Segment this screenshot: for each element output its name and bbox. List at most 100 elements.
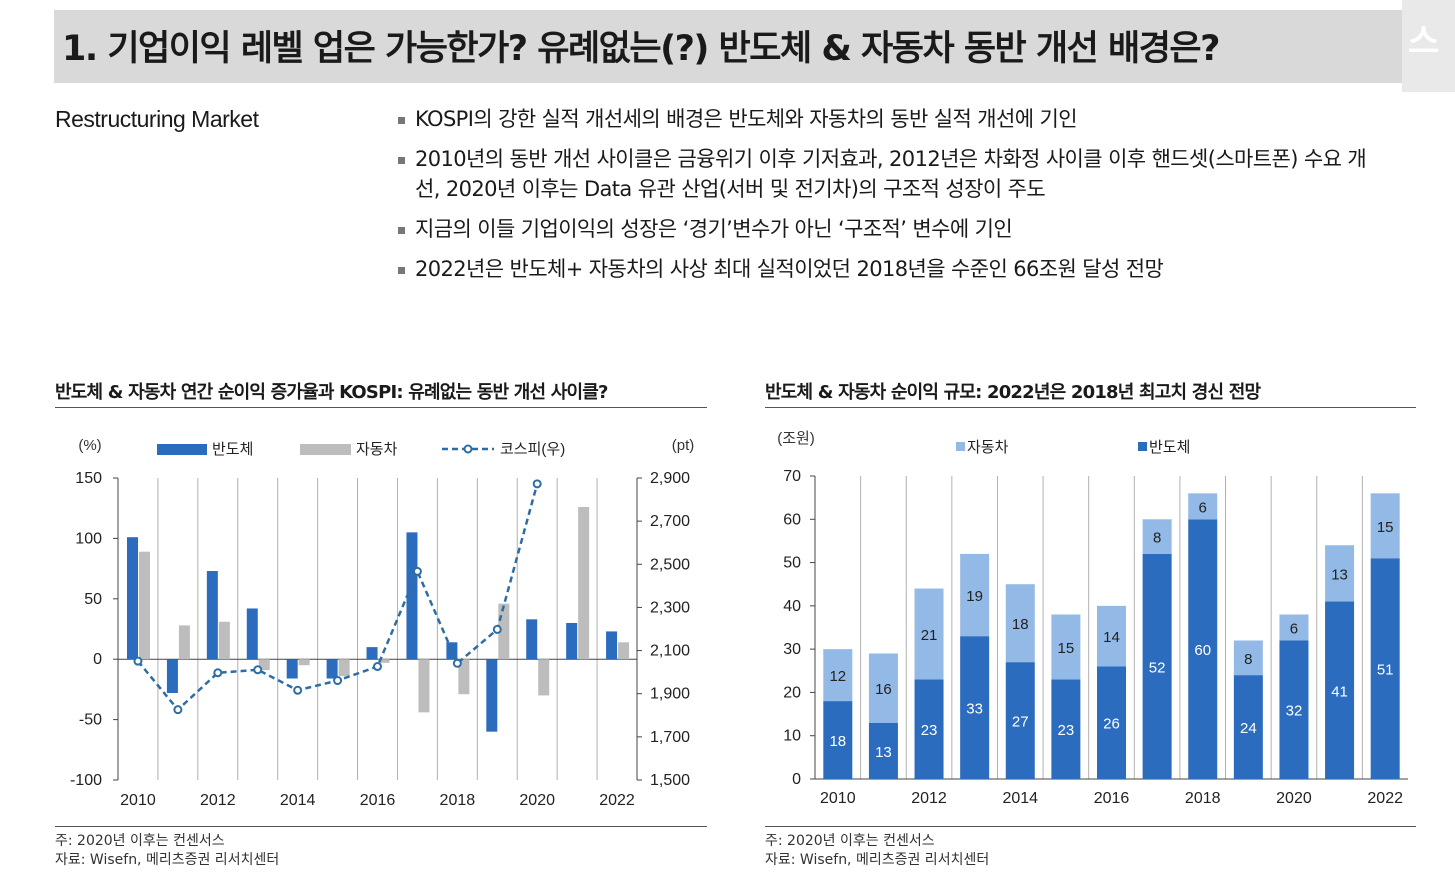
auto-bar (1279, 614, 1309, 641)
semiconductor-value-label: 23 (1058, 722, 1075, 739)
y-tick-label: 70 (783, 468, 801, 485)
semiconductor-value-label: 13 (875, 744, 892, 761)
auto-bar (868, 653, 898, 723)
legend-label-auto: 자동차 (967, 439, 1009, 456)
semiconductor-bar (606, 631, 618, 660)
auto-bar (1188, 493, 1218, 520)
legend-swatch-semiconductor (1138, 442, 1147, 451)
kospi-point (133, 656, 143, 666)
legend-label-semiconductor: 반도체 (1149, 439, 1190, 456)
auto-value-label: 6 (1290, 621, 1298, 638)
y-tick-label: 0 (792, 771, 801, 788)
semiconductor-value-label: 32 (1286, 703, 1303, 720)
legend-marker-kospi (463, 444, 473, 454)
auto-bar (1051, 614, 1081, 680)
x-tick-label: 2022 (1367, 790, 1403, 807)
y-tick-label: 40 (783, 598, 801, 615)
legend-swatch-semiconductor (157, 444, 207, 455)
semiconductor-value-label: 41 (1331, 683, 1348, 700)
kospi-point (452, 658, 462, 668)
semiconductor-bar (1188, 519, 1218, 779)
semiconductor-bar (823, 701, 853, 779)
y2-tick-label: 1,900 (650, 686, 690, 703)
semiconductor-bar (127, 537, 138, 660)
legend-swatch-auto (956, 442, 965, 451)
semiconductor-value-label: 60 (1194, 642, 1211, 659)
semiconductor-bar (166, 659, 178, 694)
semiconductor-value-label: 26 (1103, 716, 1120, 733)
semiconductor-bar (1279, 640, 1309, 779)
semiconductor-bar (566, 622, 578, 660)
semiconductor-value-label: 51 (1377, 662, 1394, 679)
chart1-top-rule (55, 407, 707, 408)
legend-label-auto: 자동차 (356, 441, 398, 458)
x-tick-label: 2014 (280, 792, 316, 809)
semiconductor-bar (486, 659, 498, 732)
y-tick-label: 50 (783, 555, 801, 572)
auto-bar (1325, 545, 1355, 602)
auto-bar (1005, 584, 1035, 663)
semiconductor-bar (1325, 601, 1355, 779)
semiconductor-bar (526, 619, 538, 660)
chart2-notes: 주: 2020년 이후는 컨센서스 자료: Wisefn, 메리츠증권 리서치센… (765, 832, 989, 870)
auto-bar (458, 659, 470, 695)
semiconductor-value-label: 33 (966, 701, 983, 718)
kospi-point (412, 566, 422, 576)
auto-bar (418, 659, 430, 713)
x-tick-label: 2010 (120, 792, 156, 809)
kospi-point (213, 668, 223, 678)
x-tick-label: 2014 (1002, 790, 1038, 807)
semiconductor-bar (406, 532, 418, 660)
bullet-item: 2022년은 반도체+ 자동차의 사상 최대 실적이었던 2018년을 수준인 … (398, 254, 1408, 284)
semiconductor-bar (914, 679, 944, 779)
auto-value-label: 16 (875, 681, 892, 698)
semiconductor-bar (1370, 558, 1400, 779)
auto-value-label: 8 (1153, 530, 1161, 547)
semiconductor-bar (206, 571, 218, 660)
auto-value-label: 15 (1058, 640, 1075, 657)
chart2-source: 자료: Wisefn, 메리츠증권 리서치센터 (765, 852, 990, 868)
auto-bar (1142, 519, 1172, 554)
kospi-point (173, 705, 183, 715)
semiconductor-value-label: 52 (1149, 659, 1166, 676)
auto-bar (1233, 640, 1263, 676)
chart1-source: 자료: Wisefn, 메리츠증권 리서치센터 (55, 852, 280, 868)
y2-tick-label: 1,700 (650, 729, 690, 746)
chart1-bottom-rule (55, 826, 707, 827)
auto-bar (218, 621, 230, 660)
chart2-top-rule (765, 407, 1416, 408)
auto-bar (1370, 493, 1400, 559)
y-tick-label: 150 (75, 470, 102, 487)
bullet-item: 2010년의 동반 개선 사이클은 금융위기 이후 기저효과, 2012년은 차… (398, 144, 1385, 204)
x-tick-label: 2018 (440, 792, 476, 809)
semiconductor-bar (366, 647, 378, 660)
semiconductor-bar (1142, 553, 1172, 779)
bullet-list: KOSPI의 강한 실적 개선세의 배경은 반도체와 자동차의 동반 실적 개선… (398, 104, 1408, 294)
kospi-point (373, 662, 382, 672)
semiconductor-bar (1233, 675, 1263, 779)
chart2-note: 주: 2020년 이후는 컨센서스 (765, 833, 935, 849)
auto-bar (618, 642, 630, 660)
x-tick-label: 2012 (200, 792, 236, 809)
y-axis-unit: (조원) (777, 430, 815, 447)
semiconductor-bar (1005, 662, 1035, 779)
y2-tick-label: 2,700 (650, 513, 690, 530)
y2-tick-label: 2,500 (650, 556, 690, 573)
kospi-point (532, 479, 542, 489)
auto-bar (498, 603, 510, 660)
y-tick-label: 60 (783, 511, 801, 528)
kospi-point (253, 665, 263, 675)
y2-tick-label: 2,300 (650, 599, 690, 616)
auto-value-label: 12 (829, 668, 846, 685)
auto-value-label: 13 (1331, 566, 1348, 583)
y-tick-label: 20 (783, 684, 801, 701)
chart2-bottom-rule (765, 826, 1416, 827)
section-subtitle: Restructuring Market (55, 106, 259, 132)
page-title: 1. 기업이익 레벨 업은 가능한가? 유례없는(?) 반도체 & 자동차 동반… (62, 29, 1220, 69)
y-tick-label: -100 (70, 772, 102, 789)
auto-bar (338, 659, 350, 677)
semiconductor-bar (326, 659, 338, 679)
semiconductor-value-label: 18 (829, 733, 846, 750)
chart1-note: 주: 2020년 이후는 컨센서스 (55, 833, 225, 849)
